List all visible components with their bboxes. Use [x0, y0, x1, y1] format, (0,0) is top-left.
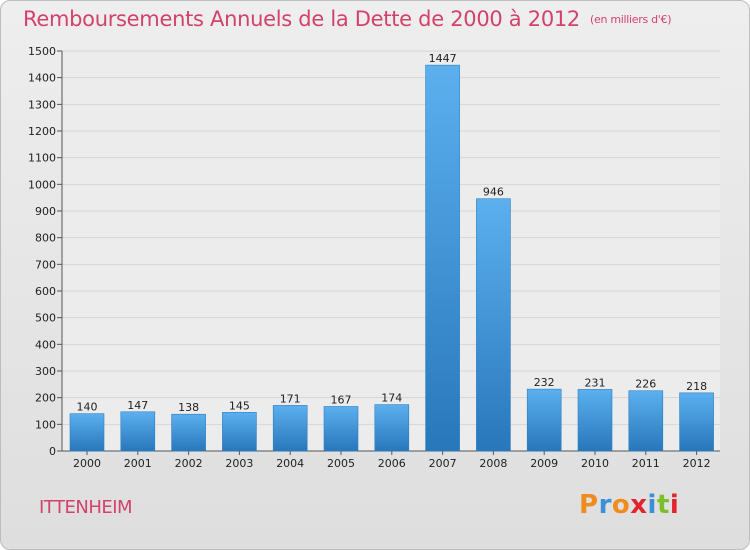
bar — [679, 392, 714, 452]
y-tick-label: 600 — [35, 285, 56, 298]
y-tick-label: 1500 — [28, 45, 56, 58]
logo-letter: o — [611, 490, 631, 520]
y-tick-label: 1100 — [28, 152, 56, 165]
y-tick-label: 300 — [35, 365, 56, 378]
x-tick-label: 2000 — [73, 457, 101, 470]
bar — [323, 406, 359, 452]
x-tick-label: 2010 — [581, 457, 609, 470]
bar — [171, 413, 206, 452]
y-tick-label: 200 — [35, 392, 56, 405]
bar-value-label: 171 — [280, 392, 301, 405]
x-tick-label: 2006 — [378, 457, 406, 470]
bar-value-label: 138 — [178, 401, 199, 414]
x-tick-label: 2001 — [124, 457, 152, 470]
bar-value-label: 232 — [534, 376, 555, 389]
x-tick-label: 2012 — [683, 457, 711, 470]
logo-letter: i — [669, 490, 680, 520]
y-tick-label: 1400 — [28, 72, 56, 85]
bar-value-label: 167 — [331, 393, 352, 406]
y-tick-label: 100 — [35, 418, 56, 431]
bar — [526, 388, 562, 452]
commune-name: ITTENHEIM — [39, 497, 133, 518]
x-tick-label: 2007 — [429, 457, 457, 470]
x-tick-label: 2004 — [276, 457, 304, 470]
logo-letter: t — [656, 490, 670, 520]
logo-letter: x — [630, 490, 648, 520]
bar — [69, 413, 105, 452]
y-tick-label: 1000 — [28, 178, 56, 191]
x-tick-label: 2002 — [175, 457, 203, 470]
bar — [272, 405, 308, 452]
y-tick-label: 400 — [35, 338, 56, 351]
chart-title: Remboursements Annuels de la Dette de 20… — [23, 7, 671, 31]
chart-title-text: Remboursements Annuels de la Dette de 20… — [23, 7, 580, 31]
y-tick-label: 900 — [35, 205, 56, 218]
bar — [120, 411, 156, 452]
bar-value-label: 946 — [483, 186, 504, 199]
bar — [628, 390, 664, 452]
bar-value-label: 1447 — [429, 52, 457, 65]
y-tick-label: 800 — [35, 232, 56, 245]
bar — [577, 389, 613, 452]
x-tick-label: 2008 — [479, 457, 507, 470]
logo-letter: r — [598, 490, 612, 520]
bar — [222, 412, 257, 452]
x-tick-label: 2011 — [632, 457, 660, 470]
y-tick-label: 1200 — [28, 125, 56, 138]
bar-value-label: 226 — [635, 378, 656, 391]
y-tick-label: 500 — [35, 312, 56, 325]
x-tick-label: 2003 — [225, 457, 253, 470]
plot-area — [62, 51, 720, 451]
logo-letter: P — [579, 490, 599, 520]
y-tick-label: 700 — [35, 258, 56, 271]
proxiti-logo: Proxiti — [579, 490, 679, 520]
bar-value-label: 145 — [229, 399, 250, 412]
bar — [374, 404, 410, 452]
bar-value-label: 140 — [77, 401, 98, 414]
chart-unit-label: (en milliers d'€) — [590, 13, 672, 26]
bar — [476, 198, 511, 452]
x-tick-label: 2009 — [530, 457, 558, 470]
x-tick-label: 2005 — [327, 457, 355, 470]
y-tick-label: 0 — [49, 445, 56, 458]
logo-letter: i — [647, 490, 657, 520]
bar-value-label: 147 — [127, 399, 148, 412]
bar-value-label: 218 — [686, 380, 707, 393]
y-tick-label: 1300 — [28, 98, 56, 111]
bar-value-label: 174 — [381, 392, 402, 405]
bar-value-label: 231 — [585, 376, 606, 389]
bar — [425, 64, 460, 452]
